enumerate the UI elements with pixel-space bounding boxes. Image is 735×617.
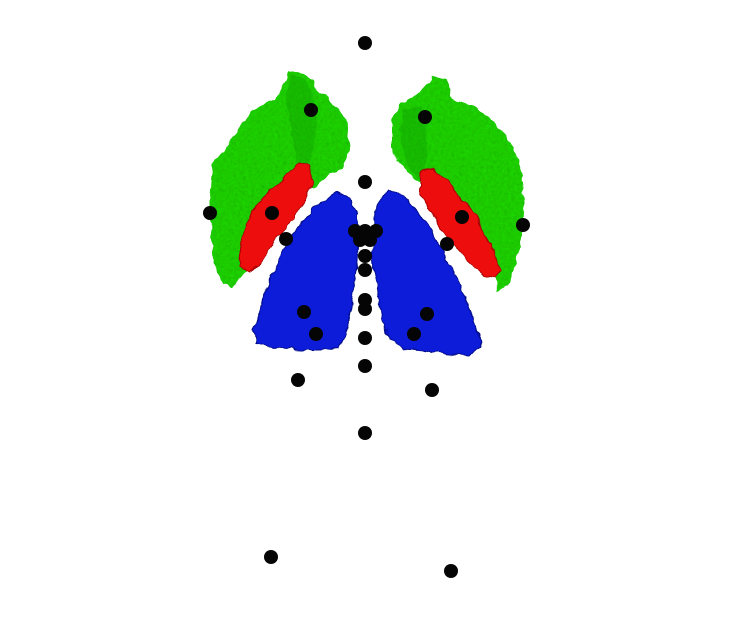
landmark-point — [455, 210, 469, 224]
landmark-point — [203, 206, 217, 220]
landmark-point — [444, 564, 458, 578]
landmark-point — [304, 103, 318, 117]
landmark-point — [358, 36, 372, 50]
landmark-point — [265, 206, 279, 220]
right-outer-structure — [392, 76, 524, 292]
landmark-points — [203, 36, 530, 578]
landmark-point — [440, 237, 454, 251]
landmark-point — [358, 426, 372, 440]
landmark-point — [264, 550, 278, 564]
landmark-point — [279, 232, 293, 246]
landmark-point — [516, 218, 530, 232]
landmark-point — [358, 175, 372, 189]
right-lower-structure — [371, 189, 483, 357]
landmark-point — [358, 359, 372, 373]
landmark-point — [407, 327, 421, 341]
landmark-point — [297, 305, 311, 319]
landmark-point — [418, 110, 432, 124]
landmark-point — [309, 327, 323, 341]
landmark-point — [358, 331, 372, 345]
landmark-point — [291, 373, 305, 387]
landmark-point — [420, 307, 434, 321]
landmark-point — [353, 233, 367, 247]
landmark-point — [363, 233, 377, 247]
landmark-point — [358, 302, 372, 316]
landmark-point — [358, 249, 372, 263]
landmark-point — [358, 263, 372, 277]
landmark-point — [425, 383, 439, 397]
